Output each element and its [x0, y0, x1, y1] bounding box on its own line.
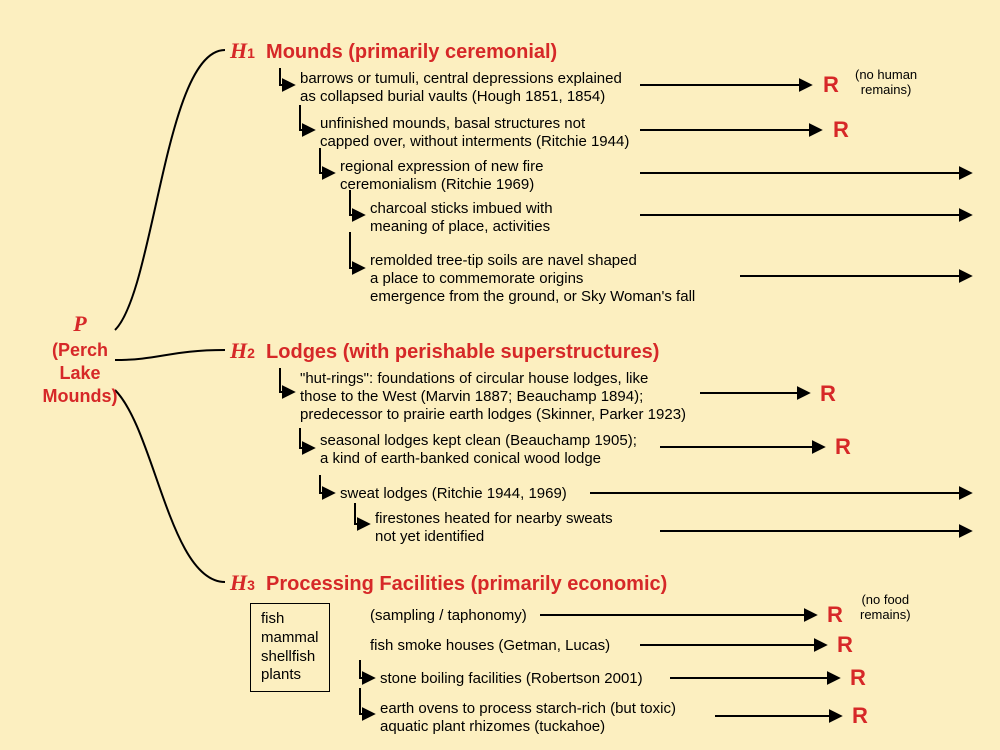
h3-item-0: (sampling / taphonomy) — [370, 607, 527, 625]
root-line1: (Perch — [35, 339, 125, 362]
h2-item-3: firestones heated for nearby sweats not … — [375, 510, 613, 546]
root-line2: Lake — [35, 362, 125, 385]
h3-r-0: R — [827, 602, 843, 628]
h2-r-1: R — [835, 434, 851, 460]
root-line3: Mounds) — [35, 385, 125, 408]
h3-label: H3 Processing Facilities (primarily econ… — [230, 570, 667, 596]
h3-r-2: R — [850, 665, 866, 691]
h2-item-2: sweat lodges (Ritchie 1944, 1969) — [340, 485, 567, 503]
h1-r-0: R — [823, 72, 839, 98]
h3-paren: (no food remains) — [860, 593, 911, 623]
h1-item-3: charcoal sticks imbued with meaning of p… — [370, 200, 553, 236]
h2-r-0: R — [820, 381, 836, 407]
h1-label: H1 Mounds (primarily ceremonial) — [230, 38, 557, 64]
h3-item-3: earth ovens to process starch-rich (but … — [380, 700, 676, 736]
h3-r-1: R — [837, 632, 853, 658]
h3-r-3: R — [852, 703, 868, 729]
h1-item-1: unfinished mounds, basal structures not … — [320, 115, 629, 151]
h1-item-0: barrows or tumuli, central depressions e… — [300, 70, 622, 106]
h2-item-1: seasonal lodges kept clean (Beauchamp 19… — [320, 432, 637, 468]
h1-paren: (no human remains) — [855, 68, 917, 98]
root-label: P (Perch Lake Mounds) — [35, 310, 125, 409]
root-symbol: P — [35, 310, 125, 339]
h3-item-1: fish smoke houses (Getman, Lucas) — [370, 637, 610, 655]
h3-item-2: stone boiling facilities (Robertson 2001… — [380, 670, 643, 688]
h2-item-0: "hut-rings": foundations of circular hou… — [300, 370, 686, 424]
h1-item-2: regional expression of new fire ceremoni… — [340, 158, 543, 194]
h1-r-1: R — [833, 117, 849, 143]
h3-box: fish mammal shellfish plants — [250, 603, 330, 692]
h1-item-4: remolded tree-tip soils are navel shaped… — [370, 252, 695, 306]
h2-label: H2 Lodges (with perishable superstructur… — [230, 338, 659, 364]
